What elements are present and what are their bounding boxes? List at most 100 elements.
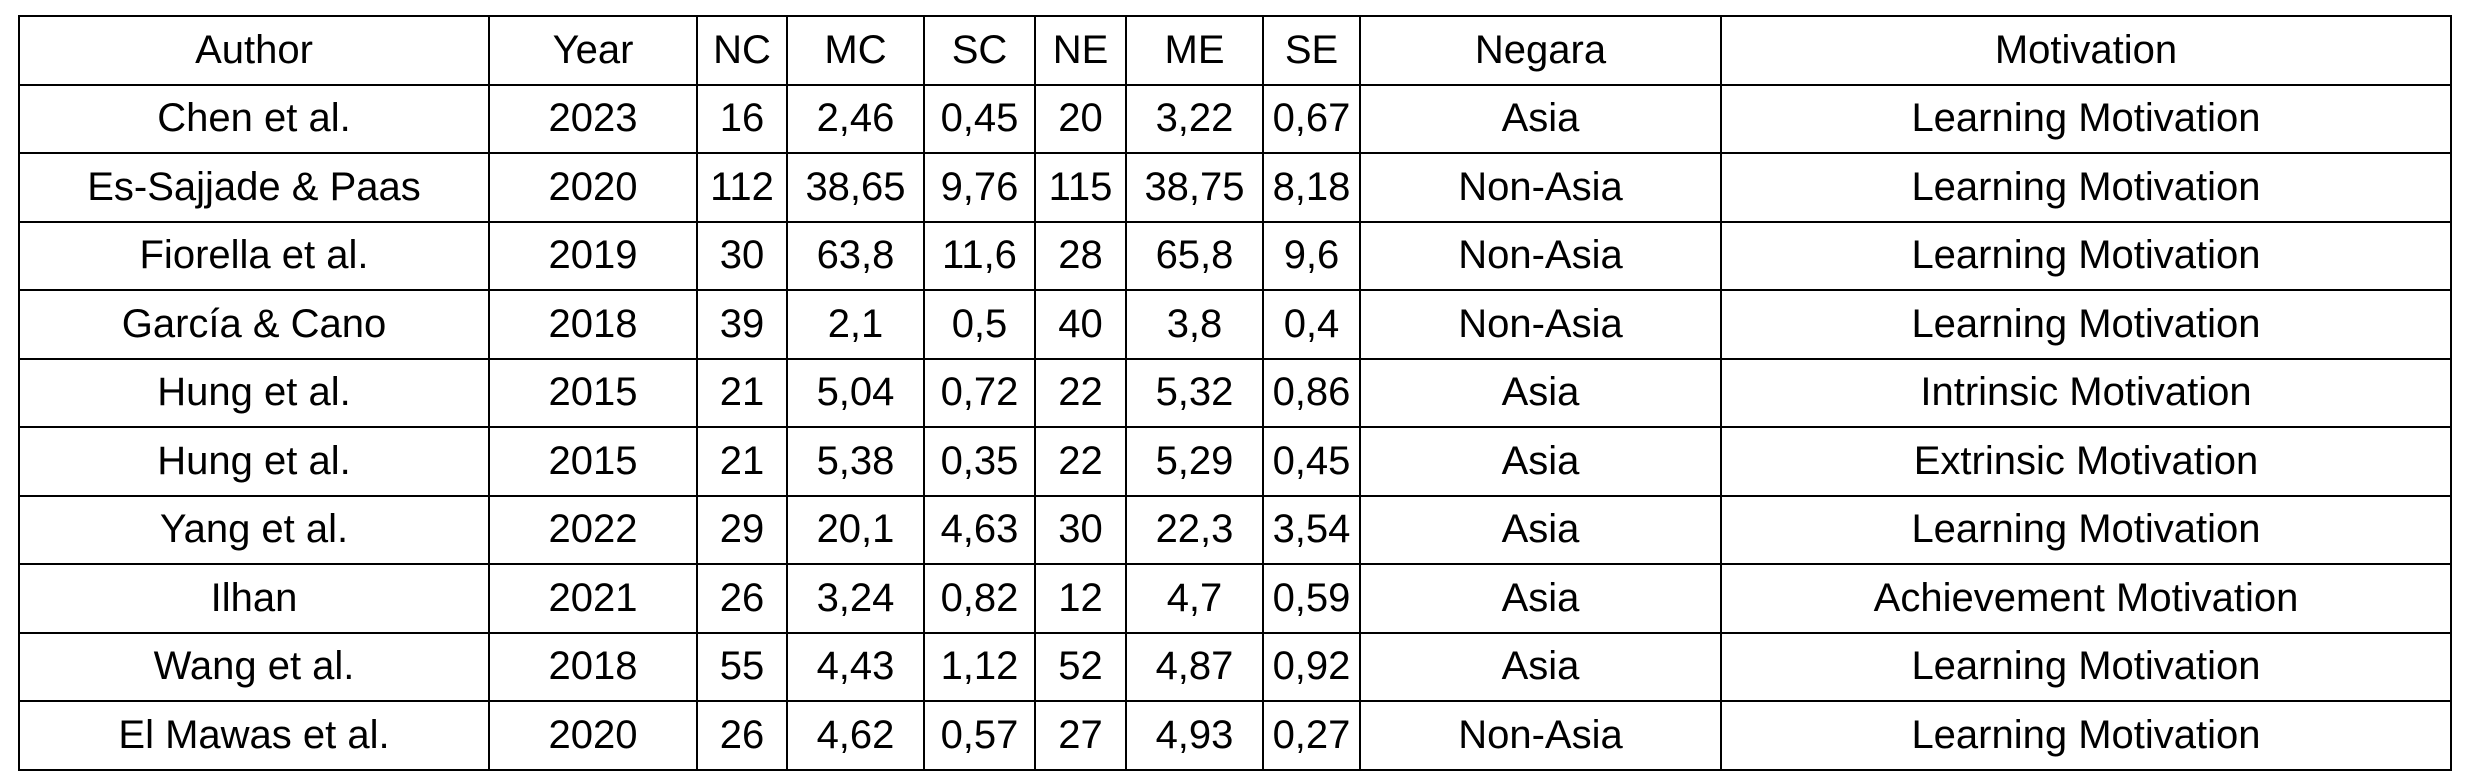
cell-sc: 0,45 <box>923 83 1036 154</box>
column-header-motivation: Motivation <box>1720 15 2452 86</box>
cell-me: 65,8 <box>1125 220 1264 291</box>
cell-mc: 4,43 <box>786 631 925 702</box>
cell-author: Ilhan <box>18 563 490 634</box>
cell-mc: 2,1 <box>786 289 925 360</box>
cell-author: Yang et al. <box>18 494 490 565</box>
cell-motivation: Learning Motivation <box>1720 152 2452 223</box>
column-header-mc: MC <box>786 15 925 86</box>
cell-nc: 112 <box>696 152 788 223</box>
cell-se: 0,45 <box>1262 426 1361 497</box>
table-row: Wang et al. 2018 55 4,43 1,12 52 4,87 0,92 Asia L… <box>18 631 2452 702</box>
column-header-me: ME <box>1125 15 1264 86</box>
cell-negara: Asia <box>1359 631 1722 702</box>
cell-se: 0,27 <box>1262 700 1361 771</box>
cell-me: 5,32 <box>1125 357 1264 428</box>
cell-mc: 4,62 <box>786 700 925 771</box>
column-header-author: Author <box>18 15 490 86</box>
cell-author: García & Cano <box>18 289 490 360</box>
cell-nc: 26 <box>696 563 788 634</box>
cell-year: 2022 <box>488 494 698 565</box>
cell-nc: 16 <box>696 83 788 154</box>
cell-se: 0,67 <box>1262 83 1361 154</box>
cell-motivation: Learning Motivation <box>1720 700 2452 771</box>
cell-se: 0,59 <box>1262 563 1361 634</box>
column-header-sc: SC <box>923 15 1036 86</box>
cell-year: 2019 <box>488 220 698 291</box>
table-row: Hung et al. 2015 21 5,38 0,35 22 5,29 0,45 Asia E… <box>18 426 2452 497</box>
cell-mc: 38,65 <box>786 152 925 223</box>
cell-author: Hung et al. <box>18 426 490 497</box>
studies-table: Author Year NC MC SC NE ME SE Negara Motivation C… <box>18 15 2452 771</box>
cell-mc: 5,38 <box>786 426 925 497</box>
cell-ne: 28 <box>1034 220 1127 291</box>
cell-mc: 3,24 <box>786 563 925 634</box>
cell-negara: Asia <box>1359 357 1722 428</box>
cell-year: 2020 <box>488 700 698 771</box>
cell-sc: 0,82 <box>923 563 1036 634</box>
cell-me: 5,29 <box>1125 426 1264 497</box>
table-row: Ilhan 2021 26 3,24 0,82 12 4,7 0,59 Asia Achievem… <box>18 563 2452 634</box>
cell-negara: Asia <box>1359 563 1722 634</box>
table-row: Chen et al. 2023 16 2,46 0,45 20 3,22 0,67 Asia L… <box>18 83 2452 154</box>
cell-year: 2021 <box>488 563 698 634</box>
cell-author: Hung et al. <box>18 357 490 428</box>
cell-sc: 0,57 <box>923 700 1036 771</box>
cell-author: Chen et al. <box>18 83 490 154</box>
cell-year: 2023 <box>488 83 698 154</box>
cell-negara: Asia <box>1359 83 1722 154</box>
table-body: Chen et al. 2023 16 2,46 0,45 20 3,22 0,67 Asia L… <box>18 83 2452 771</box>
cell-me: 3,8 <box>1125 289 1264 360</box>
cell-nc: 21 <box>696 357 788 428</box>
cell-sc: 11,6 <box>923 220 1036 291</box>
cell-motivation: Learning Motivation <box>1720 631 2452 702</box>
table-row: García & Cano 2018 39 2,1 0,5 40 3,8 0,4 Non-Asi… <box>18 289 2452 360</box>
cell-nc: 21 <box>696 426 788 497</box>
cell-me: 3,22 <box>1125 83 1264 154</box>
column-header-se: SE <box>1262 15 1361 86</box>
cell-ne: 30 <box>1034 494 1127 565</box>
cell-negara: Non-Asia <box>1359 700 1722 771</box>
cell-ne: 52 <box>1034 631 1127 702</box>
cell-se: 0,4 <box>1262 289 1361 360</box>
cell-author: Fiorella et al. <box>18 220 490 291</box>
cell-se: 9,6 <box>1262 220 1361 291</box>
table-row: Fiorella et al. 2019 30 63,8 11,6 28 65,8 9,6 No… <box>18 220 2452 291</box>
table-header-row: Author Year NC MC SC NE ME SE Negara Motivation <box>18 15 2452 86</box>
cell-mc: 2,46 <box>786 83 925 154</box>
cell-sc: 4,63 <box>923 494 1036 565</box>
cell-motivation: Extrinsic Motivation <box>1720 426 2452 497</box>
cell-motivation: Learning Motivation <box>1720 220 2452 291</box>
cell-ne: 40 <box>1034 289 1127 360</box>
cell-author: Es-Sajjade & Paas <box>18 152 490 223</box>
cell-nc: 30 <box>696 220 788 291</box>
cell-motivation: Learning Motivation <box>1720 289 2452 360</box>
cell-mc: 5,04 <box>786 357 925 428</box>
column-header-negara: Negara <box>1359 15 1722 86</box>
cell-sc: 9,76 <box>923 152 1036 223</box>
cell-author: El Mawas et al. <box>18 700 490 771</box>
cell-motivation: Intrinsic Motivation <box>1720 357 2452 428</box>
cell-nc: 26 <box>696 700 788 771</box>
column-header-nc: NC <box>696 15 788 86</box>
table-row: Hung et al. 2015 21 5,04 0,72 22 5,32 0,86 Asia I… <box>18 357 2452 428</box>
cell-sc: 1,12 <box>923 631 1036 702</box>
cell-me: 4,7 <box>1125 563 1264 634</box>
table-row: Yang et al. 2022 29 20,1 4,63 30 22,3 3,54 Asia L… <box>18 494 2452 565</box>
cell-ne: 12 <box>1034 563 1127 634</box>
cell-year: 2020 <box>488 152 698 223</box>
cell-sc: 0,72 <box>923 357 1036 428</box>
cell-negara: Non-Asia <box>1359 289 1722 360</box>
cell-se: 0,86 <box>1262 357 1361 428</box>
cell-se: 0,92 <box>1262 631 1361 702</box>
cell-me: 4,93 <box>1125 700 1264 771</box>
cell-negara: Non-Asia <box>1359 152 1722 223</box>
cell-author: Wang et al. <box>18 631 490 702</box>
cell-me: 38,75 <box>1125 152 1264 223</box>
column-header-ne: NE <box>1034 15 1127 86</box>
cell-mc: 63,8 <box>786 220 925 291</box>
cell-year: 2018 <box>488 289 698 360</box>
cell-se: 3,54 <box>1262 494 1361 565</box>
table-row: Es-Sajjade & Paas 2020 112 38,65 9,76 115 38,7… <box>18 152 2452 223</box>
cell-mc: 20,1 <box>786 494 925 565</box>
cell-sc: 0,5 <box>923 289 1036 360</box>
